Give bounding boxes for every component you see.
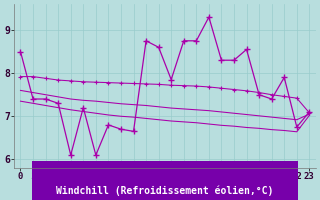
X-axis label: Windchill (Refroidissement éolien,°C): Windchill (Refroidissement éolien,°C) <box>56 185 274 196</box>
